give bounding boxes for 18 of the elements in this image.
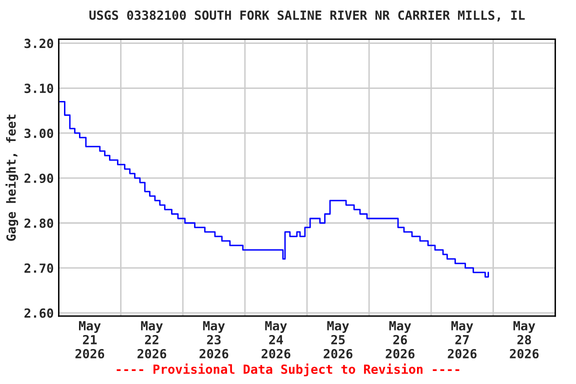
y-axis-title: Gage height, feet <box>5 114 18 241</box>
x-tick-label: May 25 2026 <box>324 321 352 358</box>
y-tick-label: 2.80 <box>24 218 54 228</box>
y-tick-label: 3.00 <box>24 128 54 138</box>
x-tick-label: May 26 2026 <box>386 321 414 358</box>
x-tick-label: May 22 2026 <box>138 321 166 358</box>
x-tick-label: May 28 2026 <box>510 321 539 358</box>
x-tick-label: May 23 2026 <box>200 321 228 358</box>
y-tick-label: 2.70 <box>24 263 54 273</box>
x-tick-label: May 21 2026 <box>75 321 104 358</box>
text: ---- Provisional Data Subject to Revision ---- <box>116 364 460 376</box>
chart-title: USGS 03382100 SOUTH FORK SALINE RIVER NR CARRIER MILLS, IL <box>89 10 525 22</box>
y-tick-label: 3.20 <box>24 38 54 48</box>
y-tick-label: 2.90 <box>24 174 54 184</box>
x-tick-label: May 27 2026 <box>448 321 477 358</box>
x-tick-label: May 24 2026 <box>262 321 290 358</box>
y-tick-label: 2.60 <box>24 308 54 318</box>
y-tick-label: 3.10 <box>24 84 54 94</box>
